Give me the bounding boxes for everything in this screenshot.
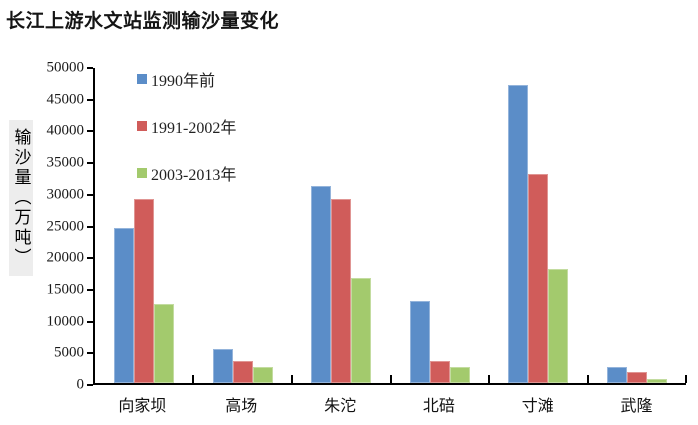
bar-1991-2002年-武隆 — [626, 371, 647, 383]
x-axis-label: 向家坝 — [118, 398, 167, 415]
legend-item: 1990年前 — [137, 67, 236, 91]
bar-1990年前-寸滩 — [508, 85, 529, 383]
x-axis-label: 高场 — [225, 398, 258, 415]
y-tick — [87, 162, 93, 165]
y-tick-label: 25000 — [46, 218, 85, 234]
y-tick-label: 10000 — [46, 313, 85, 330]
bar-1991-2002年-北碚 — [429, 361, 450, 383]
x-axis-label: 武隆 — [620, 398, 653, 415]
x-axis-label: 北碚 — [422, 398, 455, 415]
y-tick — [87, 320, 93, 323]
chart-title: 长江上游水文站监测输沙量变化 — [6, 11, 280, 32]
bar-1991-2002年-高场 — [232, 360, 253, 383]
y-tick-label: 50000 — [46, 59, 85, 76]
legend-swatch-icon — [137, 74, 147, 84]
y-tick-label: 0 — [76, 376, 85, 393]
legend-item: 1991-2002年 — [137, 114, 236, 138]
x-tick — [685, 375, 687, 383]
legend-label: 1990年前 — [151, 73, 216, 90]
bar-1990年前-朱沱 — [311, 186, 332, 383]
y-tick — [87, 257, 93, 260]
bar-1991-2002年-朱沱 — [331, 199, 352, 383]
y-tick-label: 40000 — [46, 122, 85, 139]
bar-2003-2013年-向家坝 — [154, 303, 175, 383]
x-tick — [586, 375, 589, 383]
y-tick — [87, 130, 93, 133]
x-tick — [487, 375, 490, 383]
bar-group-向家坝 — [95, 68, 194, 383]
x-tick — [389, 375, 392, 383]
bar-1990年前-武隆 — [606, 366, 627, 383]
y-tick-label: 35000 — [46, 154, 85, 171]
y-tick-label: 45000 — [46, 91, 85, 108]
bar-1991-2002年-寸滩 — [528, 173, 549, 383]
x-tick — [290, 375, 293, 383]
bar-group-北碚 — [391, 68, 490, 383]
y-tick-label: 15000 — [46, 281, 85, 298]
bar-2003-2013年-武隆 — [646, 378, 667, 383]
y-tick — [87, 352, 93, 355]
y-tick — [87, 193, 93, 196]
bar-group-武隆 — [588, 68, 687, 383]
bar-1991-2002年-向家坝 — [134, 199, 155, 383]
y-tick-label: 5000 — [54, 344, 84, 361]
x-tick — [192, 375, 195, 383]
legend-item: 2003-2013年 — [137, 161, 236, 185]
bar-2003-2013年-寸滩 — [548, 268, 569, 383]
legend-swatch-icon — [137, 121, 147, 131]
bar-1990年前-向家坝 — [114, 227, 135, 383]
y-tick — [87, 225, 93, 228]
x-axis-label: 寸滩 — [521, 398, 554, 415]
x-axis-label: 朱沱 — [324, 398, 357, 415]
legend-label: 2003-2013年 — [151, 167, 237, 184]
legend-swatch-icon — [137, 168, 147, 178]
bar-group-高场 — [194, 68, 293, 383]
bar-2003-2013年-高场 — [252, 367, 273, 383]
bar-2003-2013年-北碚 — [449, 366, 470, 383]
y-axis-title: 输沙量（万吨） — [9, 120, 33, 276]
bar-series-area — [95, 68, 686, 383]
x-axis-labels: 向家坝 高场 朱沱 北碚 寸滩 武隆 — [93, 392, 686, 416]
y-tick-label: 30000 — [46, 186, 85, 203]
bar-1990年前-北碚 — [409, 300, 430, 383]
bar-1990年前-高场 — [212, 349, 233, 383]
y-tick — [87, 384, 93, 386]
legend-label: 1991-2002年 — [151, 120, 237, 137]
plot-area: 0 5000 10000 15000 20000 25000 30000 35000 40000… — [47, 60, 687, 393]
y-tick-label: 20000 — [46, 249, 85, 266]
bar-group-寸滩 — [489, 68, 588, 383]
bar-group-朱沱 — [292, 68, 391, 383]
y-tick — [87, 67, 93, 69]
legend: 1990年前 1991-2002年 2003-2013年 — [137, 67, 236, 208]
y-tick — [87, 288, 93, 291]
bar-2003-2013年-朱沱 — [351, 278, 372, 383]
y-tick — [87, 98, 93, 101]
